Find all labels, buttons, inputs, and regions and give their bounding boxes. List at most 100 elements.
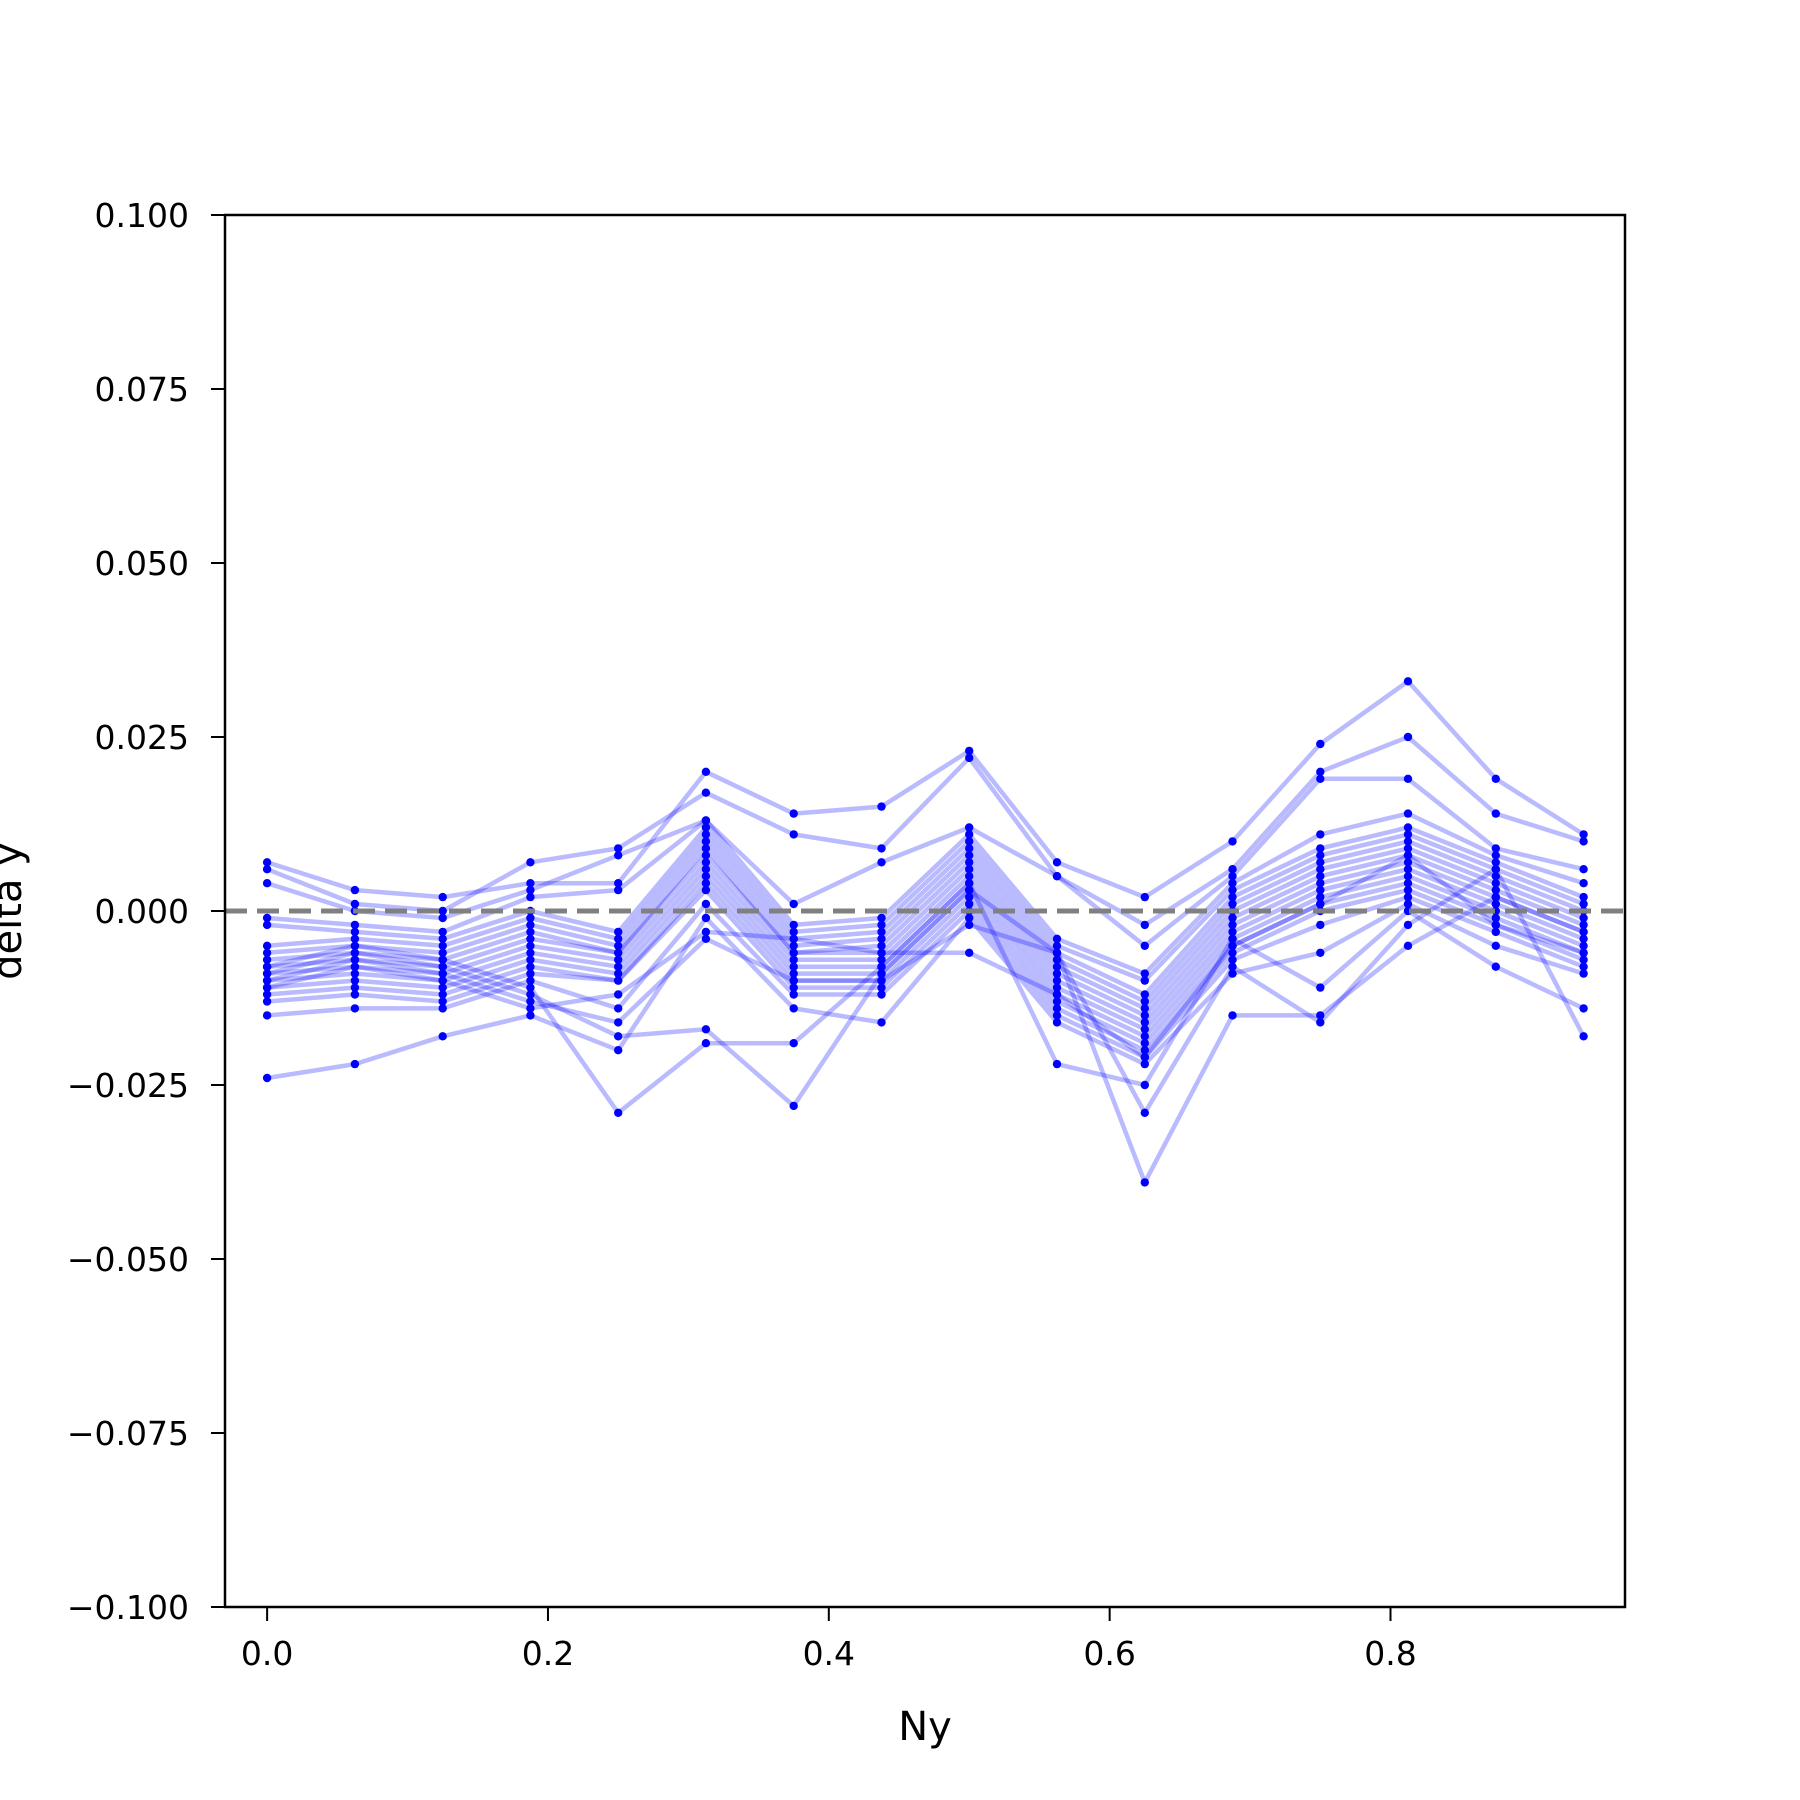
data-point bbox=[526, 879, 535, 888]
data-point bbox=[877, 941, 886, 950]
data-point bbox=[350, 927, 360, 937]
data-point bbox=[1403, 830, 1413, 839]
data-point bbox=[789, 948, 798, 957]
data-point bbox=[262, 969, 272, 978]
data-point bbox=[1052, 955, 1062, 964]
series-line-13 bbox=[266, 880, 1585, 1046]
data-point bbox=[701, 872, 711, 881]
data-point bbox=[614, 1032, 623, 1041]
data-point bbox=[701, 851, 711, 860]
series-lines bbox=[266, 679, 1586, 1185]
series-line-2 bbox=[266, 734, 1585, 928]
data-point bbox=[877, 976, 886, 985]
data-point bbox=[350, 920, 360, 930]
data-point bbox=[438, 976, 447, 985]
data-point bbox=[350, 983, 360, 992]
y-tick-label: 0.100 bbox=[95, 196, 189, 235]
data-point bbox=[1403, 920, 1413, 930]
data-point bbox=[701, 1039, 711, 1048]
data-point bbox=[1052, 962, 1062, 971]
data-point bbox=[701, 844, 711, 853]
data-point bbox=[526, 976, 535, 985]
data-point bbox=[262, 1073, 272, 1083]
data-point bbox=[614, 1108, 623, 1118]
y-tick-label: −0.025 bbox=[67, 1066, 189, 1105]
data-point bbox=[1140, 1032, 1150, 1041]
data-point bbox=[965, 885, 974, 895]
data-point bbox=[1403, 837, 1413, 846]
data-point bbox=[877, 948, 886, 957]
data-point bbox=[877, 969, 886, 978]
data-point bbox=[262, 941, 272, 950]
data-point bbox=[526, 955, 535, 964]
data-point bbox=[701, 934, 711, 943]
series-line-19 bbox=[266, 894, 1585, 1185]
data-point bbox=[1316, 844, 1325, 853]
data-point bbox=[965, 892, 974, 902]
data-point bbox=[262, 983, 272, 992]
y-tick-label: 0.050 bbox=[95, 544, 189, 583]
data-point bbox=[877, 934, 886, 943]
data-point bbox=[350, 941, 360, 950]
x-tick-label: 0.4 bbox=[803, 1634, 855, 1673]
data-point bbox=[526, 969, 535, 978]
data-point bbox=[614, 844, 623, 853]
data-point bbox=[1316, 948, 1325, 957]
data-point bbox=[1579, 920, 1588, 930]
data-point bbox=[614, 1046, 623, 1055]
data-point bbox=[1140, 941, 1150, 950]
data-point bbox=[350, 955, 360, 964]
data-point bbox=[262, 976, 272, 985]
data-point bbox=[1403, 844, 1413, 853]
data-point bbox=[614, 969, 623, 978]
data-point bbox=[1403, 677, 1413, 686]
series-line-11 bbox=[266, 866, 1585, 1032]
data-point bbox=[262, 948, 272, 957]
data-point bbox=[614, 879, 623, 888]
data-point bbox=[701, 927, 711, 937]
data-point bbox=[877, 1018, 886, 1027]
data-point bbox=[1491, 865, 1501, 874]
data-point bbox=[350, 899, 360, 909]
data-point bbox=[1228, 892, 1237, 902]
data-point bbox=[1140, 920, 1150, 930]
series-line-8 bbox=[266, 846, 1585, 1011]
data-point bbox=[701, 865, 711, 874]
data-point bbox=[789, 969, 798, 978]
data-point bbox=[1491, 920, 1501, 930]
data-point bbox=[701, 788, 711, 797]
data-point bbox=[1491, 892, 1501, 902]
data-point bbox=[877, 955, 886, 964]
data-point bbox=[1491, 941, 1501, 950]
data-point bbox=[526, 941, 535, 950]
data-point bbox=[1579, 865, 1588, 874]
data-point bbox=[1052, 858, 1062, 867]
data-point bbox=[1052, 1059, 1062, 1069]
y-tick-label: −0.075 bbox=[67, 1414, 189, 1453]
data-point bbox=[1491, 858, 1501, 867]
data-point bbox=[1579, 941, 1588, 950]
data-point bbox=[1316, 885, 1325, 895]
data-point bbox=[350, 990, 360, 999]
data-point bbox=[526, 885, 535, 895]
data-point bbox=[789, 1004, 798, 1013]
series-line-6 bbox=[266, 832, 1585, 997]
data-point bbox=[965, 865, 974, 874]
data-point bbox=[789, 941, 798, 950]
data-point bbox=[438, 948, 447, 957]
series-line-3 bbox=[266, 776, 1585, 949]
data-point bbox=[789, 934, 798, 943]
data-point bbox=[1403, 899, 1413, 909]
data-point bbox=[1316, 983, 1325, 992]
data-point bbox=[1052, 941, 1062, 950]
series-line-9 bbox=[266, 853, 1585, 1018]
data-point bbox=[789, 927, 798, 937]
data-point bbox=[1140, 1025, 1150, 1034]
data-point bbox=[1403, 872, 1413, 881]
data-point bbox=[1228, 837, 1237, 846]
data-point bbox=[526, 920, 535, 930]
y-axis-ticks: 0.100 0.075 0.050 0.025 0.000 −0.025 −0.050 −0.… bbox=[67, 196, 225, 1627]
x-tick-label: 0.6 bbox=[1083, 1634, 1135, 1673]
data-point bbox=[1052, 983, 1062, 992]
data-point bbox=[1228, 927, 1237, 937]
